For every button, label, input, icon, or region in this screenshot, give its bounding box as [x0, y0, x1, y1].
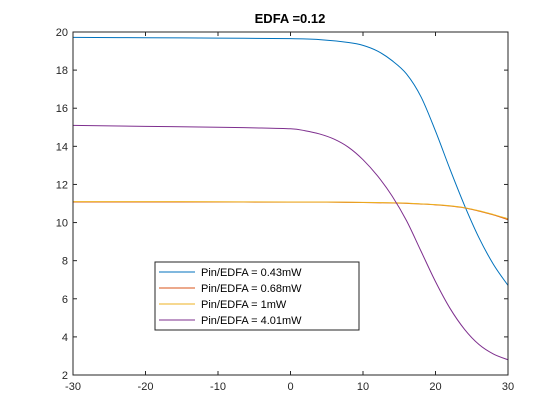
legend-label: Pin/EDFA = 0.68mW — [201, 283, 302, 295]
x-tick-label: 0 — [287, 381, 293, 393]
series-lines — [72, 36, 509, 361]
series-line-4 — [72, 124, 509, 361]
x-tick-label: -20 — [138, 381, 154, 393]
x-tick-label: 30 — [502, 381, 514, 393]
y-tick-label: 8 — [62, 256, 68, 268]
x-tick-label: -10 — [210, 381, 226, 393]
x-tick-label: 20 — [429, 381, 441, 393]
y-tick-label: 4 — [62, 332, 68, 344]
y-tick-label: 16 — [56, 103, 68, 115]
legend-label: Pin/EDFA = 0.43mW — [201, 267, 302, 279]
legend-label: Pin/EDFA = 1mW — [201, 299, 287, 311]
y-tick-label: 2 — [62, 370, 68, 382]
x-tick-label: 10 — [357, 381, 369, 393]
y-tick-label: 12 — [56, 179, 68, 191]
legend-label: Pin/EDFA = 4.01mW — [201, 315, 302, 327]
y-axis: 2 4 6 8 10 12 14 16 18 20 — [56, 27, 508, 382]
y-tick-label: 18 — [56, 65, 68, 77]
series-line-2 — [72, 201, 509, 221]
y-tick-label: 6 — [62, 294, 68, 306]
y-tick-label: 10 — [56, 218, 68, 230]
x-tick-label: -30 — [65, 381, 81, 393]
legend-box — [154, 261, 360, 331]
x-axis: -30 -20 -10 0 10 20 30 — [65, 32, 514, 393]
legend: Pin/EDFA = 0.43mW Pin/EDFA = 0.68mW Pin/ED… — [154, 261, 360, 331]
series-line-1 — [72, 36, 509, 286]
y-tick-label: 14 — [56, 141, 68, 153]
series-line-3 — [72, 201, 509, 220]
chart-title: EDFA =0.12 — [255, 11, 326, 26]
y-tick-label: 20 — [56, 27, 68, 39]
